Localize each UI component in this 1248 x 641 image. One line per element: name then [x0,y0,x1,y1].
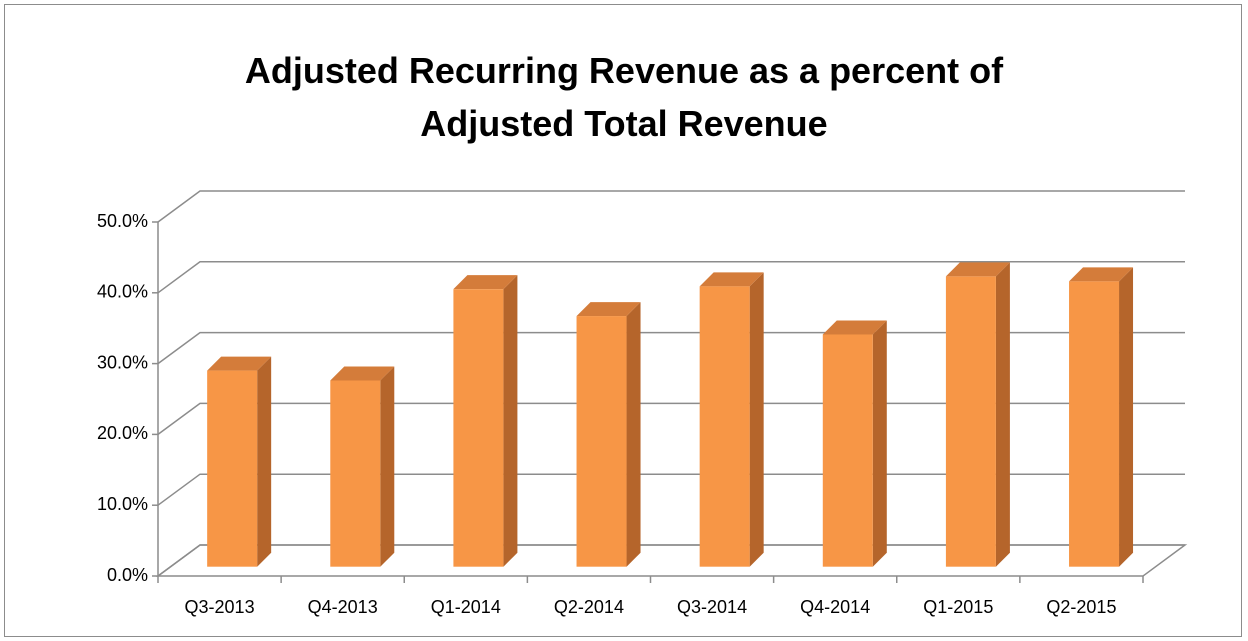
bar-side [257,356,272,567]
bar-side [503,275,518,567]
bar [453,289,504,567]
y-tick-label: 50.0% [97,211,148,231]
y-tick-label: 30.0% [97,352,148,372]
x-tick-label: Q2-2014 [554,597,624,617]
bar [576,316,627,567]
x-tick-label: Q1-2015 [923,597,993,617]
y-tick-label: 20.0% [97,423,148,443]
grid-line [157,544,1185,577]
bar [330,380,381,567]
bar-top [699,272,764,287]
bar [1069,281,1120,567]
grid-line [157,402,1185,436]
x-tick-label: Q1-2014 [431,597,501,617]
y-tick-label: 0.0% [107,565,148,585]
bar [699,286,750,567]
x-tick-label: Q3-2014 [677,597,747,617]
grid-line [157,331,1185,365]
x-tick-label: Q4-2014 [800,597,870,617]
bar-top [330,366,395,381]
y-tick-label: 40.0% [97,282,148,302]
bar-top [945,262,1010,277]
bar-side [749,272,764,567]
bar [822,334,873,567]
bar-top [822,320,887,335]
bar [207,370,258,567]
bar-top [207,356,272,371]
chart-border [4,4,1242,637]
bar-side [1119,267,1134,567]
bar-top [1069,267,1134,282]
bar-top [576,302,641,317]
bar-top [453,275,518,290]
chart-title: Adjusted Recurring Revenue as a percent … [244,50,1004,144]
bar-side [626,302,641,567]
bar [945,276,996,567]
bar-side [995,262,1010,567]
y-tick-label: 10.0% [97,494,148,514]
floor [155,544,1188,577]
bar-side [380,366,395,567]
grid-line [157,261,1185,294]
x-tick-label: Q4-2013 [308,597,378,617]
x-tick-label: Q2-2015 [1046,597,1116,617]
grid-line [157,190,1185,223]
bar-side [872,320,887,567]
grid-line [157,473,1185,506]
x-tick-label: Q3-2013 [185,597,255,617]
